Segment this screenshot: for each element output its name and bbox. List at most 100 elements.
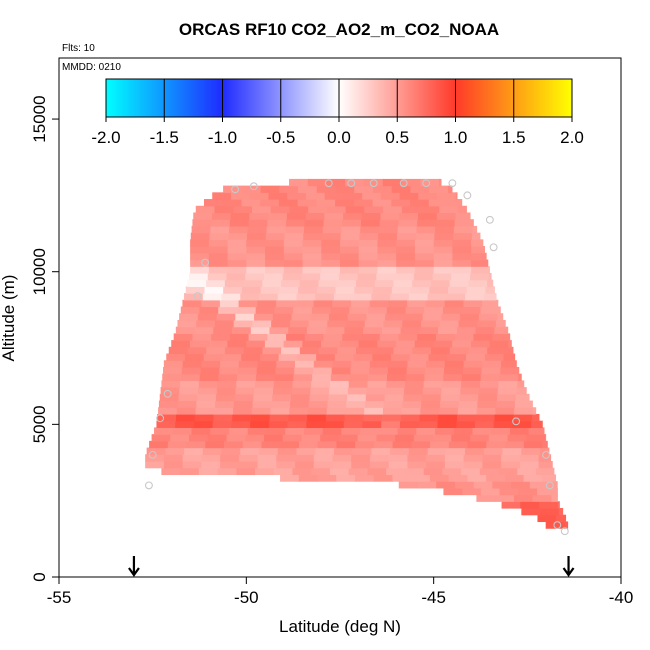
heatmap-cell [499, 373, 519, 381]
heatmap-cell [398, 219, 418, 227]
heatmap-cell [382, 407, 403, 415]
heatmap-cell [433, 340, 453, 348]
heatmap-cell [343, 420, 364, 429]
heatmap-cell [246, 239, 266, 247]
heatmap-cell [210, 225, 230, 234]
heatmap-cell [191, 225, 211, 234]
y-axis: 0 5000 10000 15000 [30, 95, 60, 582]
heatmap-cell [332, 360, 352, 368]
heatmap-cell [305, 192, 326, 200]
heatmap-cell [405, 373, 426, 381]
heatmap-cell [507, 434, 527, 442]
heatmap-cell [236, 380, 256, 388]
heatmap-cell [474, 420, 495, 429]
heatmap-cell [399, 420, 420, 429]
heatmap-cell [460, 387, 480, 395]
heatmap-cell [520, 501, 540, 509]
heatmap-cell [479, 387, 499, 395]
heatmap-cell [283, 239, 304, 247]
heatmap-cell [177, 319, 197, 328]
heatmap-cell [181, 366, 202, 375]
heatmap-cell [277, 293, 298, 301]
heatmap-cell [528, 427, 545, 435]
heatmap-cell [519, 460, 540, 469]
heatmap-cell [334, 353, 355, 361]
heatmap-cell [266, 225, 286, 234]
heatmap-cell [246, 340, 266, 348]
heatmap-cell [456, 326, 477, 334]
heatmap-cell [208, 340, 229, 348]
heatmap-cell [355, 440, 375, 449]
heatmap-cell [402, 319, 422, 328]
heatmap-cell [377, 266, 397, 274]
heatmap-cell [447, 185, 453, 193]
heatmap-cell [214, 319, 235, 328]
heatmap-cell [223, 185, 243, 193]
heatmap-cell [429, 185, 449, 193]
heatmap-cell [195, 205, 216, 214]
heatmap-cell [233, 407, 253, 415]
heatmap-cell [269, 326, 289, 334]
heatmap-cell [310, 313, 330, 321]
heatmap-cell [227, 252, 247, 261]
heatmap-cell [438, 413, 458, 422]
heatmap-cell [373, 440, 394, 449]
heatmap-cell [230, 212, 251, 220]
heatmap-cell [311, 467, 331, 476]
heatmap-cell [219, 299, 240, 308]
heatmap-cell [173, 333, 194, 341]
heatmap-cell [352, 447, 373, 455]
heatmap-cell [463, 460, 483, 469]
heatmap-cell [471, 239, 484, 247]
heatmap-cell [182, 360, 202, 368]
heatmap-cell [482, 299, 499, 308]
heatmap-cell [475, 413, 496, 422]
heatmap-cell [171, 340, 191, 348]
heatmap-cell [233, 205, 253, 214]
heatmap-cell [411, 440, 431, 449]
heatmap-cell [321, 266, 341, 274]
heatmap-cell [523, 440, 544, 449]
heatmap-cell [443, 373, 463, 381]
heatmap-cells [145, 178, 569, 529]
heatmap-cell [331, 366, 351, 375]
heatmap-cell [304, 219, 325, 227]
heatmap-cell [220, 454, 240, 462]
heatmap-cell [387, 366, 408, 375]
heatmap-cell [412, 279, 432, 287]
heatmap-cell [485, 286, 495, 294]
heatmap-cell [391, 199, 411, 207]
heatmap-cell [425, 299, 446, 308]
heatmap-cell [305, 212, 325, 220]
heatmap-cell [345, 407, 365, 415]
heatmap-cell [429, 474, 450, 482]
heatmap-cell [340, 266, 360, 274]
heatmap-cell [517, 467, 537, 476]
heatmap-cell [494, 326, 509, 334]
heatmap-cell [501, 454, 521, 462]
heatmap-cell [383, 319, 403, 328]
heatmap-cell [211, 212, 232, 220]
heatmap-cell [232, 326, 252, 334]
heatmap-cell [286, 212, 307, 220]
heatmap-cell [257, 299, 277, 308]
heatmap-cell [461, 467, 481, 476]
heatmap-cell [447, 353, 467, 361]
heatmap-cell [325, 326, 346, 334]
sample-point [324, 179, 333, 188]
heatmap-cell [496, 393, 517, 402]
heatmap-cell [274, 373, 294, 381]
heatmap-cell [439, 407, 459, 415]
heatmap-cell [191, 427, 211, 435]
heatmap-cell [442, 467, 462, 476]
heatmap-cell [357, 434, 377, 442]
heatmap-cell [373, 286, 393, 294]
heatmap-cell [218, 373, 238, 381]
down-arrow-icon [562, 556, 575, 577]
heatmap-cell [310, 387, 330, 395]
heatmap-cell [390, 447, 410, 455]
heatmap-cell [532, 407, 537, 415]
heatmap-cell [194, 326, 214, 334]
heatmap-cell [151, 434, 171, 442]
heatmap-cell [463, 299, 483, 308]
